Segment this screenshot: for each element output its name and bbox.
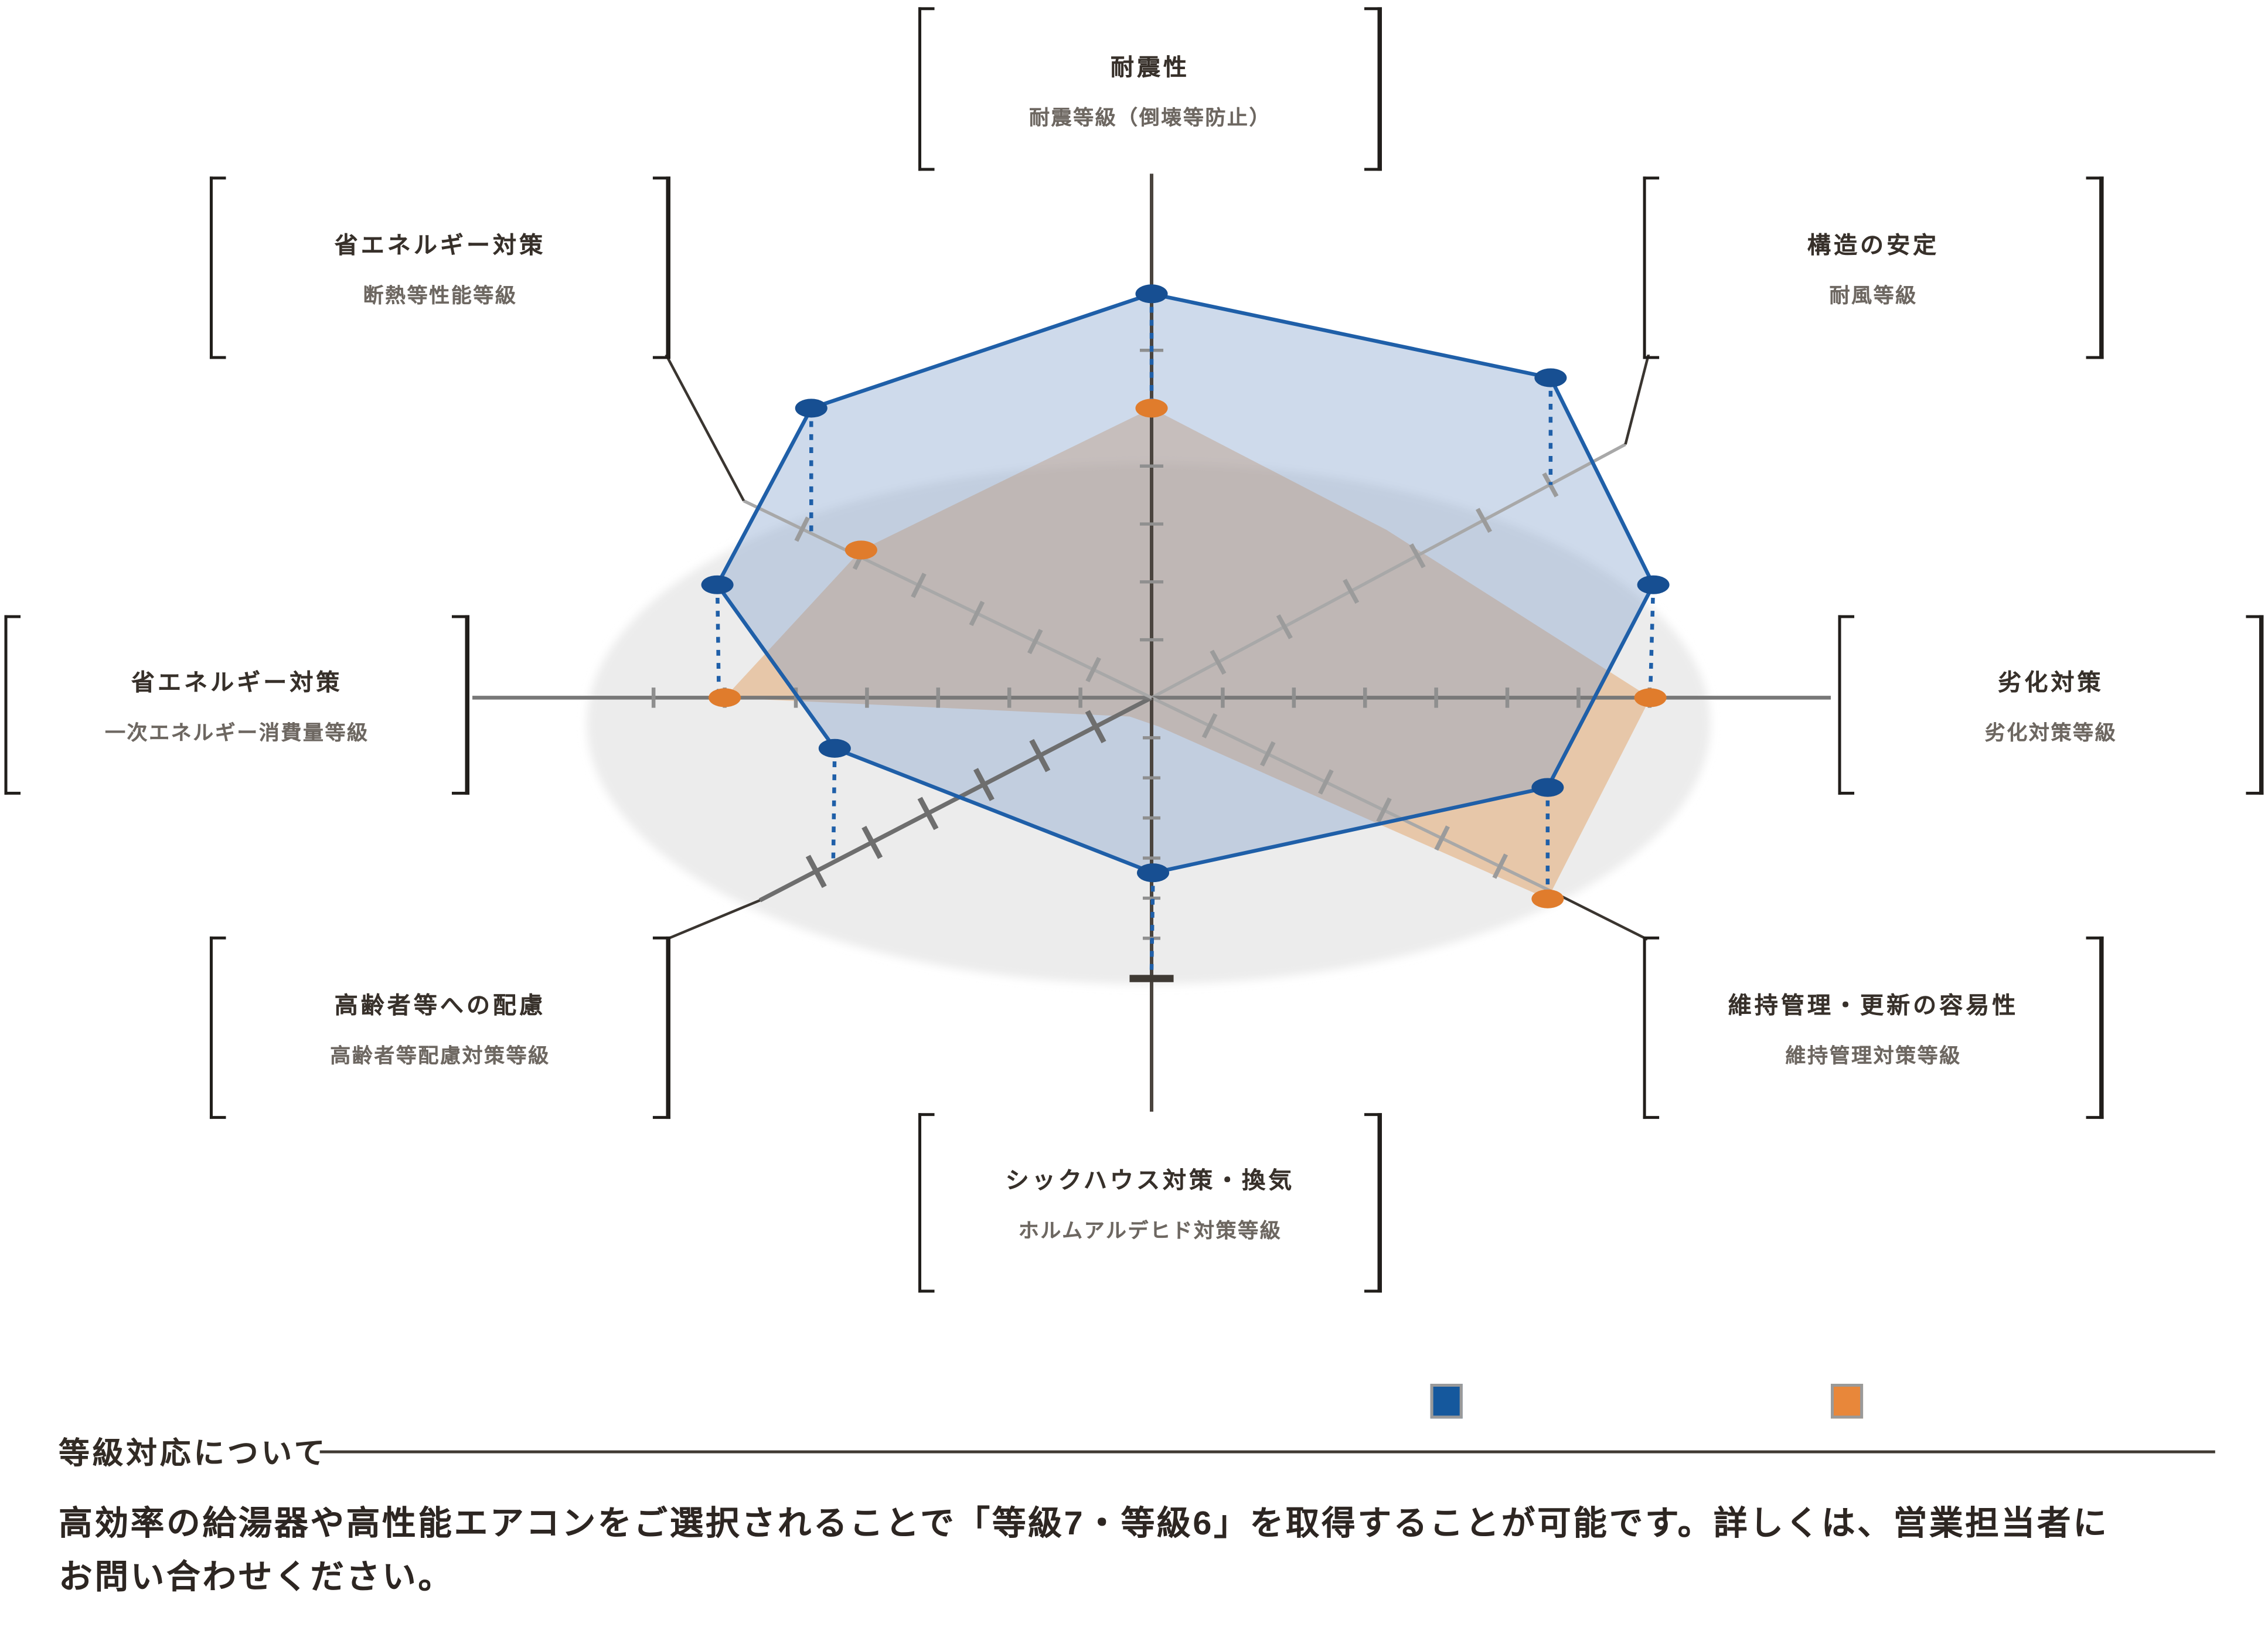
base-ellipse bbox=[587, 463, 1711, 985]
orange-series-area bbox=[724, 408, 1651, 899]
axis-title: 構造の安定 bbox=[1807, 234, 1940, 260]
axis-subtitle: ホルムアルデヒド対策等級 bbox=[1018, 1218, 1282, 1243]
drop-lines bbox=[715, 294, 1656, 970]
bracket-icon bbox=[1643, 936, 1660, 1119]
axis-label-maintenance: 維持管理・更新の容易性 維持管理対策等級 bbox=[1643, 936, 2104, 1119]
axis-label-seismic: 耐震性 耐震等級（倒壊等防止） bbox=[918, 7, 1382, 171]
bracket-icon bbox=[918, 1113, 935, 1293]
blue-series-points bbox=[701, 284, 1670, 883]
bracket-icon bbox=[918, 7, 935, 171]
blue-series-area bbox=[717, 294, 1654, 873]
axis-title: 省エネルギー対策 bbox=[334, 234, 546, 260]
axis-title: 高齢者等への配慮 bbox=[334, 994, 546, 1019]
axis-title: 耐震性 bbox=[1110, 56, 1190, 81]
bracket-icon bbox=[1643, 176, 1660, 359]
legend-swatch-orange bbox=[1830, 1384, 1864, 1419]
bracket-icon bbox=[4, 615, 21, 795]
footer-note-line1: 高効率の給湯器や高性能エアコンをご選択されることで「等級7・等級6」を取得するこ… bbox=[59, 1504, 2109, 1542]
chart-legend bbox=[0, 1378, 2268, 1421]
axis-label-sickhouse: シックハウス対策・換気 ホルムアルデヒド対策等級 bbox=[918, 1113, 1382, 1293]
bracket-icon bbox=[1838, 615, 1855, 795]
axis-subtitle: 一次エネルギー消費量等級 bbox=[104, 720, 369, 744]
axis-label-energy-insulation: 省エネルギー対策 断熱等性能等級 bbox=[209, 176, 670, 359]
axis-subtitle: 断熱等性能等級 bbox=[363, 284, 517, 307]
axis-subtitle: 耐震等級（倒壊等防止） bbox=[1029, 105, 1272, 128]
radar-axes bbox=[472, 173, 1831, 1112]
footer-note-line2: お問い合わせください。 bbox=[59, 1558, 454, 1596]
axis-subtitle: 高齢者等配慮対策等級 bbox=[330, 1043, 550, 1067]
axis-subtitle: 維持管理対策等級 bbox=[1785, 1043, 1961, 1067]
footer-heading-row: 等級対応について bbox=[59, 1430, 2218, 1473]
orange-series-points bbox=[709, 399, 1667, 908]
axis-title: 劣化対策 bbox=[1998, 671, 2104, 696]
footer-rule bbox=[319, 1450, 2215, 1454]
footer-note: 高効率の給湯器や高性能エアコンをご選択されることで「等級7・等級6」を取得するこ… bbox=[59, 1497, 2245, 1605]
axis-subtitle: 劣化対策等級 bbox=[1984, 720, 2117, 744]
axis-label-structure: 構造の安定 耐風等級 bbox=[1643, 176, 2104, 359]
axis-label-energy-primary: 省エネルギー対策 一次エネルギー消費量等級 bbox=[4, 615, 470, 795]
bracket-icon bbox=[209, 176, 226, 359]
axis-title: 維持管理・更新の容易性 bbox=[1728, 994, 2019, 1019]
axis-title: シックハウス対策・換気 bbox=[1005, 1169, 1295, 1194]
axis-title: 省エネルギー対策 bbox=[131, 671, 343, 696]
axis-label-deterioration: 劣化対策 劣化対策等級 bbox=[1838, 615, 2264, 795]
legend-swatch-blue bbox=[1430, 1384, 1463, 1419]
axis-subtitle: 耐風等級 bbox=[1829, 284, 1918, 307]
footer-heading: 等級対応について bbox=[59, 1437, 328, 1471]
axis-label-elderly: 高齢者等への配慮 高齢者等配慮対策等級 bbox=[209, 936, 670, 1119]
bracket-icon bbox=[209, 936, 226, 1119]
